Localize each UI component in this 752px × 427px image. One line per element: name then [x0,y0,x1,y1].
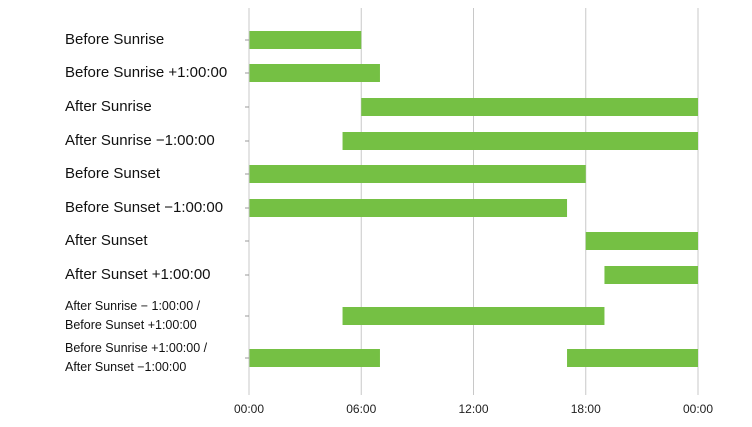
bar-row-8-range-0 [342,307,605,325]
x-tick-label-3: 18:00 [570,402,601,416]
row-label-0: Before Sunrise [65,31,164,49]
y-axis [245,8,250,395]
bar-row-4-range-0 [249,165,586,183]
bar-row-5-range-0 [249,199,568,217]
row-label-1: Before Sunrise +1:00:00 [65,64,227,82]
bar-row-3-range-0 [342,132,698,150]
row-label-8-line-0: After Sunrise − 1:00:00 / [65,299,201,313]
row-label-3: After Sunrise −1:00:00 [65,132,215,150]
row-label-6-line-0: After Sunset [65,232,148,249]
x-tick-label-4: 00:00 [682,402,714,416]
row-label-5-line-0: Before Sunset −1:00:00 [65,199,224,216]
row-label-4: Before Sunset [65,165,160,183]
row-label-9-line-0: Before Sunrise +1:00:00 / [65,341,208,355]
bar-row-9-range-1 [567,349,698,367]
row-label-8-line-1: Before Sunset +1:00:00 [65,318,197,332]
bars [249,31,698,367]
bar-row-6-range-0 [585,232,698,250]
row-label-1-line-0: Before Sunrise +1:00:00 [65,64,228,81]
bar-row-0-range-0 [249,31,362,49]
bar-row-1-range-0 [249,64,380,82]
x-tick-label-1: 06:00 [346,402,377,416]
row-label-8: After Sunrise − 1:00:00 / Before Sunset +… [65,297,200,335]
x-tick-label-0: 00:00 [233,402,265,416]
row-label-9: Before Sunrise +1:00:00 / After Sunset −1… [65,339,207,377]
row-label-7: After Sunset +1:00:00 [65,266,211,284]
bar-row-7-range-0 [604,266,698,284]
row-label-4-line-0: Before Sunset [65,165,161,182]
bar-row-9-range-0 [249,349,380,367]
x-tick-label-2: 12:00 [458,402,489,416]
row-label-7-line-0: After Sunset +1:00:00 [65,266,211,283]
bar-row-2-range-0 [361,98,698,116]
row-label-2: After Sunrise [65,98,152,116]
row-label-5: Before Sunset −1:00:00 [65,199,223,217]
row-label-2-line-0: After Sunrise [65,98,152,115]
row-label-3-line-0: After Sunrise −1:00:00 [65,132,215,149]
row-label-0-line-0: Before Sunrise [65,31,165,48]
row-label-9-line-1: After Sunset −1:00:00 [65,360,187,374]
row-label-6: After Sunset [65,232,148,250]
